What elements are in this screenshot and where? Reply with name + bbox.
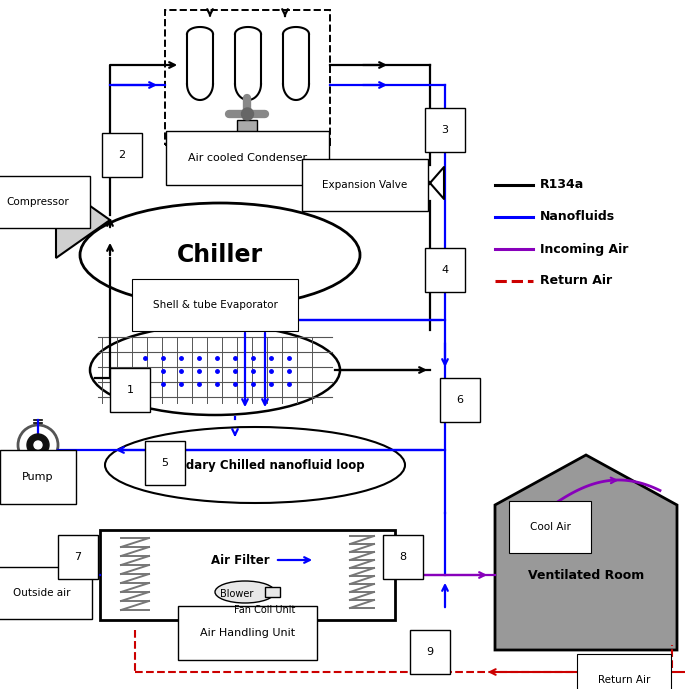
Bar: [100, 530, 395, 620]
Text: Ventilated Room: Ventilated Room: [528, 569, 644, 582]
Text: 8: 8: [399, 552, 407, 562]
Text: Return Air: Return Air: [598, 675, 650, 685]
Text: 5: 5: [162, 458, 169, 468]
Text: 9: 9: [427, 647, 434, 657]
Text: R134a: R134a: [540, 178, 584, 192]
Text: 3: 3: [442, 125, 449, 135]
Circle shape: [27, 434, 49, 456]
Bar: [238, 120, 258, 138]
Text: Air Filter: Air Filter: [211, 553, 269, 566]
Text: Compressor: Compressor: [7, 197, 69, 207]
Text: Chiller: Chiller: [177, 243, 263, 267]
Text: 1: 1: [127, 385, 134, 395]
Polygon shape: [56, 182, 110, 258]
Text: Return Air: Return Air: [540, 274, 612, 287]
Text: 4: 4: [441, 265, 449, 275]
Text: Incoming Air: Incoming Air: [540, 243, 628, 256]
Text: Cool Air: Cool Air: [530, 522, 571, 532]
Text: 2: 2: [119, 150, 125, 160]
Text: Shell & tube Evaporator: Shell & tube Evaporator: [153, 300, 277, 310]
Text: Nanofluids: Nanofluids: [540, 211, 615, 223]
Bar: [165, 10, 330, 145]
Ellipse shape: [105, 427, 405, 503]
Text: Secondary Chilled nanofluid loop: Secondary Chilled nanofluid loop: [146, 458, 364, 471]
Circle shape: [242, 108, 253, 120]
Text: Air Handling Unit: Air Handling Unit: [200, 628, 295, 638]
Circle shape: [18, 425, 58, 465]
Text: Pump: Pump: [22, 472, 53, 482]
Text: Fan Coil Unit: Fan Coil Unit: [234, 605, 296, 615]
Ellipse shape: [215, 581, 275, 603]
Text: 6: 6: [456, 395, 464, 405]
Text: Outside air: Outside air: [13, 588, 71, 598]
Circle shape: [34, 441, 42, 449]
Text: 7: 7: [75, 552, 82, 562]
Text: Blower: Blower: [221, 589, 253, 599]
Polygon shape: [495, 455, 677, 650]
Text: Expansion Valve: Expansion Valve: [323, 180, 408, 190]
Ellipse shape: [80, 203, 360, 307]
Ellipse shape: [90, 325, 340, 415]
Bar: [265, 587, 280, 597]
Text: Air cooled Condenser: Air cooled Condenser: [188, 153, 307, 163]
